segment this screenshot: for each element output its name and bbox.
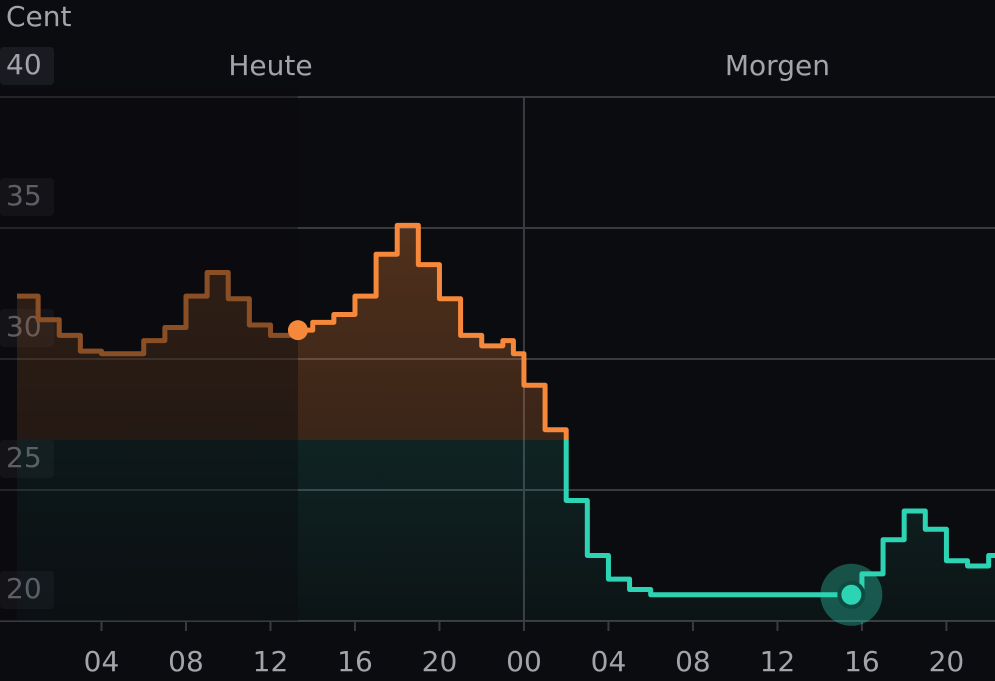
past-overlay — [0, 87, 298, 621]
now-marker — [287, 320, 308, 341]
x-tick-label: 00 — [506, 645, 542, 678]
y-tick-label-bg — [0, 178, 54, 216]
x-tick-label: 20 — [929, 645, 965, 678]
y-axis-label: Cent — [6, 0, 72, 33]
x-tick-label: 04 — [591, 645, 627, 678]
x-tick-label: 12 — [760, 645, 796, 678]
x-tick-label: 08 — [675, 645, 711, 678]
x-tick-label: 16 — [844, 645, 880, 678]
x-tick-label: 08 — [168, 645, 204, 678]
y-tick-label: 40 — [6, 48, 42, 81]
y-tick-label-bg — [0, 47, 54, 85]
min-marker — [837, 580, 866, 609]
x-tick-label: 04 — [84, 645, 120, 678]
day-label: Morgen — [725, 49, 830, 82]
x-tick-label: 16 — [337, 645, 373, 678]
y-tick-label: 35 — [6, 179, 42, 212]
day-label: Heute — [228, 49, 312, 82]
area — [17, 225, 995, 621]
x-tick-label: 12 — [253, 645, 289, 678]
x-tick-label: 20 — [422, 645, 458, 678]
